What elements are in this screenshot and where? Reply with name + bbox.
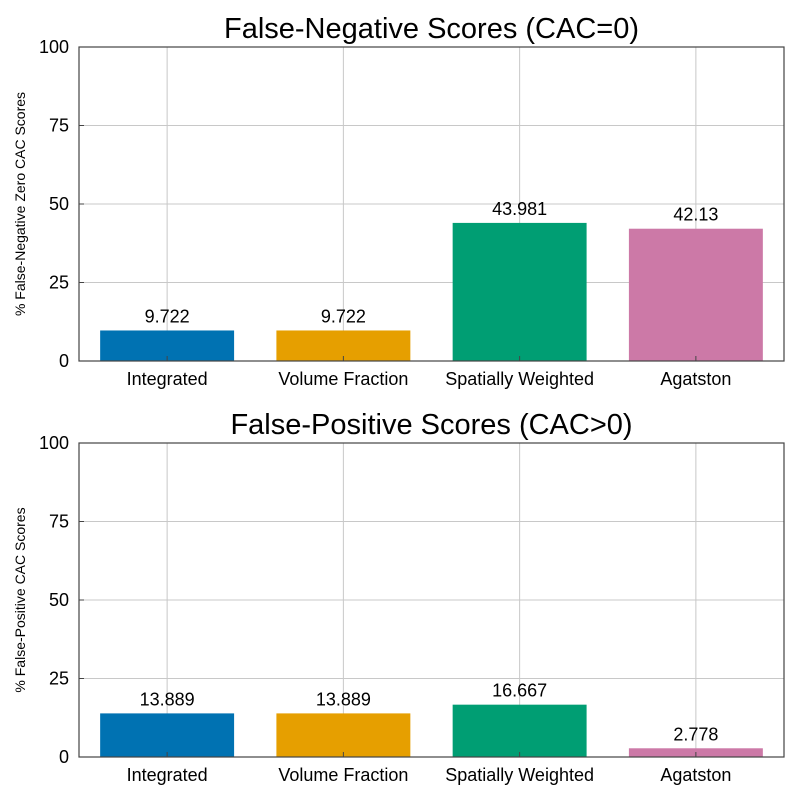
- x-tick-label: Integrated: [127, 369, 208, 389]
- y-tick-label: 75: [49, 512, 69, 532]
- x-tick-label: Agatston: [660, 369, 731, 389]
- y-tick-label: 100: [39, 37, 69, 57]
- bar-volume-fraction: [276, 330, 411, 361]
- y-tick-label: 50: [49, 194, 69, 214]
- chart-panel-1: 9.722 9.722 43.981 42.13 0 25 50 75 100 Integrate…: [12, 13, 785, 389]
- x-tick-label: Integrated: [127, 765, 208, 785]
- y-tick-label: 25: [49, 669, 69, 689]
- y-tick-label: 0: [59, 351, 69, 371]
- y-tick-label: 0: [59, 747, 69, 767]
- bar-agatston: [628, 228, 763, 361]
- x-tick-label: Spatially Weighted: [445, 369, 594, 389]
- y-axis-label: % False-Positive CAC Scores: [12, 507, 28, 692]
- chart-title: False-Negative Scores (CAC=0): [224, 13, 639, 45]
- y-tick-label: 75: [49, 116, 69, 136]
- bar-spatially-weighted: [452, 704, 587, 757]
- y-tick-label: 25: [49, 273, 69, 293]
- x-tick-label: Spatially Weighted: [445, 765, 594, 785]
- y-tick-label: 50: [49, 590, 69, 610]
- y-tick-label: 100: [39, 433, 69, 453]
- bar-volume-fraction: [276, 713, 411, 757]
- bar-integrated: [100, 330, 235, 361]
- y-axis-label: % False-Negative Zero CAC Scores: [12, 92, 28, 316]
- bar-value-label: 16.667: [492, 681, 547, 701]
- bar-spatially-weighted: [452, 222, 587, 361]
- x-tick-label: Volume Fraction: [278, 765, 408, 785]
- bar-value-label: 43.981: [492, 199, 547, 219]
- bar-value-label: 9.722: [321, 306, 366, 326]
- bar-value-label: 2.778: [673, 724, 718, 744]
- bar-integrated: [100, 713, 235, 757]
- bar-value-label: 13.889: [140, 689, 195, 709]
- chart-title: False-Positive Scores (CAC>0): [230, 409, 632, 441]
- chart-panel-2: 13.889 13.889 16.667 2.778 0 25 50 75 100 Integra…: [12, 409, 785, 785]
- bar-value-label: 42.13: [673, 205, 718, 225]
- x-tick-label: Agatston: [660, 765, 731, 785]
- bar-value-label: 13.889: [316, 689, 371, 709]
- x-tick-label: Volume Fraction: [278, 369, 408, 389]
- bar-value-label: 9.722: [145, 306, 190, 326]
